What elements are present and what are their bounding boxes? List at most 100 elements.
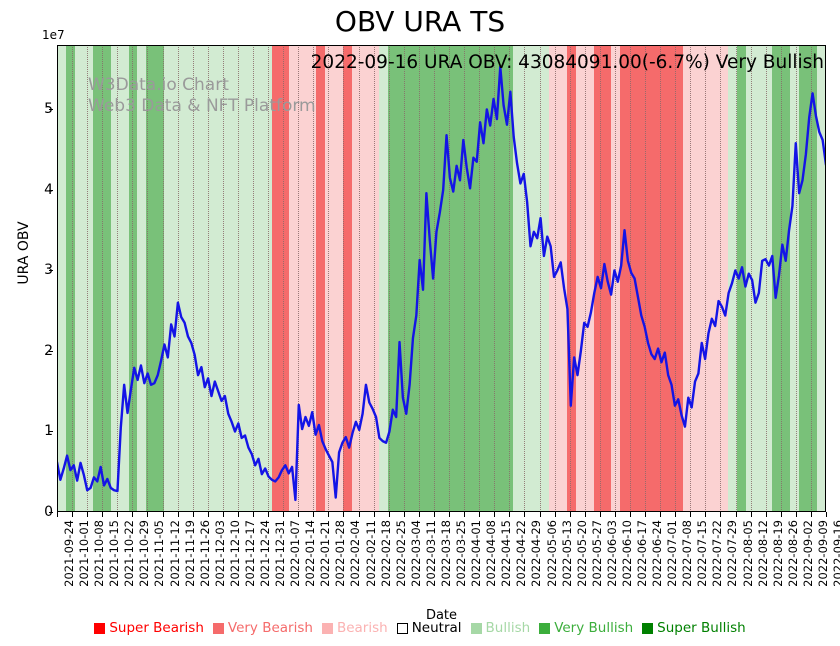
grid-line — [313, 45, 315, 512]
x-tick-mark — [795, 512, 797, 517]
sentiment-band — [647, 45, 657, 512]
legend-swatch — [396, 622, 408, 634]
x-tick-label: 2021-11-12 — [167, 520, 182, 587]
sentiment-band — [790, 45, 800, 512]
legend-item[interactable]: Super Bearish — [94, 620, 204, 636]
y-tick-mark — [49, 512, 53, 513]
x-tick-label: 2022-03-04 — [408, 520, 423, 587]
sentiment-band — [164, 45, 174, 512]
grid-line — [614, 45, 616, 512]
grid-line — [584, 45, 586, 512]
legend-item[interactable]: Bearish — [321, 620, 388, 636]
x-tick-label: 2022-05-27 — [589, 520, 604, 587]
x-tick-mark — [645, 512, 647, 517]
x-tick-label: 2022-05-13 — [559, 520, 574, 587]
legend-label: Super Bearish — [109, 620, 204, 636]
sentiment-band — [504, 45, 514, 512]
x-tick-label: 2022-06-17 — [634, 520, 649, 587]
grid-line — [449, 45, 451, 512]
x-tick-label: 2021-12-31 — [273, 520, 288, 587]
x-tick-label: 2022-01-14 — [303, 520, 318, 587]
y-tick-label: 4 — [44, 181, 53, 198]
x-tick-label: 2021-12-10 — [227, 520, 242, 587]
x-tick-label: 2022-06-10 — [619, 520, 634, 587]
x-tick-mark — [418, 512, 420, 517]
sentiment-band — [65, 45, 76, 512]
legend-item[interactable]: Very Bearish — [212, 620, 313, 636]
y-tick-label: 3 — [44, 262, 53, 279]
grid-line — [117, 45, 119, 512]
legend-item[interactable]: Super Bullish — [642, 620, 746, 636]
sentiment-band — [325, 45, 335, 512]
x-tick-label: 2022-02-11 — [363, 520, 378, 587]
grid-line — [72, 45, 74, 512]
sentiment-band — [521, 45, 532, 512]
x-tick-mark — [479, 512, 481, 517]
x-tick-mark — [675, 512, 677, 517]
x-tick-mark — [328, 512, 330, 517]
sentiment-band — [423, 45, 434, 512]
y-tick-label: 0 — [44, 504, 53, 520]
x-tick-label: 2022-03-25 — [454, 520, 469, 587]
sentiment-band — [280, 45, 291, 512]
x-tick-mark — [524, 512, 526, 517]
x-tick-label: 2021-10-29 — [137, 520, 152, 587]
x-tick-mark — [690, 512, 692, 517]
sentiment-band — [101, 45, 112, 512]
sentiment-band — [396, 45, 407, 512]
x-tick-label: 2022-09-02 — [800, 520, 815, 587]
legend-item[interactable]: Bullish — [470, 620, 531, 636]
sentiment-band — [468, 45, 478, 512]
x-tick-mark — [720, 512, 722, 517]
plot-area — [57, 45, 826, 512]
x-tick-label: 2022-04-15 — [499, 520, 514, 587]
legend-label: Bullish — [485, 620, 531, 636]
x-tick-mark — [268, 512, 270, 517]
x-tick-mark — [614, 512, 616, 517]
grid-line — [765, 45, 767, 512]
sentiment-band — [226, 45, 237, 512]
grid-line — [705, 45, 707, 512]
sentiment-band — [307, 45, 317, 512]
x-tick-label: 2021-09-24 — [62, 520, 76, 587]
grid-line — [268, 45, 270, 512]
grid-line — [147, 45, 149, 512]
legend-item[interactable]: Very Bullish — [539, 620, 633, 636]
sentiment-band — [146, 45, 156, 512]
x-tick-label: 2021-10-22 — [122, 520, 137, 587]
sentiment-band — [799, 45, 809, 512]
x-tick-mark — [494, 512, 496, 517]
grid-line — [373, 45, 375, 512]
sentiment-band — [575, 45, 586, 512]
sentiment-band — [57, 45, 67, 512]
sentiment-band — [369, 45, 380, 512]
x-tick-label: 2022-01-21 — [318, 520, 333, 587]
grid-line — [795, 45, 797, 512]
chart-title: OBV URA TS — [334, 5, 506, 38]
legend-item[interactable]: Neutral — [396, 620, 462, 636]
sentiment-band — [110, 45, 121, 512]
x-tick-mark — [102, 512, 104, 517]
sentiment-band — [736, 45, 747, 512]
sentiment-band — [235, 45, 246, 512]
x-tick-label: 2022-07-08 — [680, 520, 695, 587]
legend-label: Bearish — [336, 620, 388, 636]
legend-swatch — [321, 622, 333, 634]
x-tick-mark — [599, 512, 601, 517]
grid-line — [192, 45, 194, 512]
grid-line — [253, 45, 255, 512]
x-tick-mark — [433, 512, 435, 517]
x-tick-label: 2022-07-22 — [710, 520, 725, 587]
x-tick-mark — [147, 512, 149, 517]
grid-line — [660, 45, 662, 512]
grid-line — [162, 45, 164, 512]
x-tick-label: 2021-11-26 — [197, 520, 212, 587]
x-tick-mark — [237, 512, 239, 517]
sentiment-band — [566, 45, 577, 512]
sentiment-band — [405, 45, 416, 512]
grid-line — [780, 45, 782, 512]
sentiment-band — [298, 45, 308, 512]
x-axis-label: Date — [425, 608, 458, 623]
sentiment-band — [253, 45, 264, 512]
grid-line — [675, 45, 677, 512]
